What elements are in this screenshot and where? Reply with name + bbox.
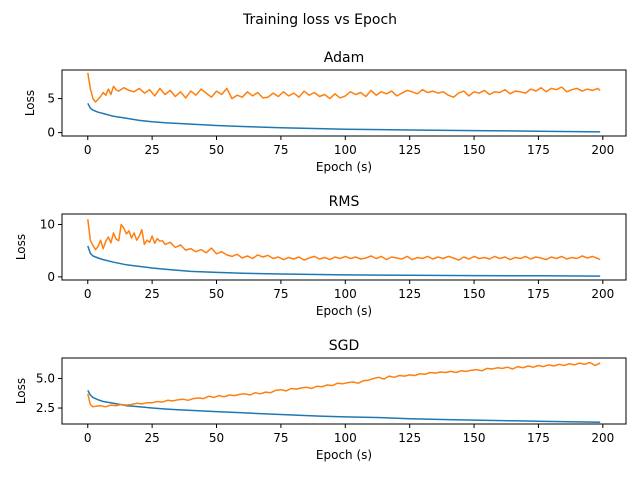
x-tick-label: 25 bbox=[144, 143, 159, 157]
series-line-orange bbox=[87, 72, 601, 103]
figure-title: Training loss vs Epoch bbox=[242, 12, 397, 28]
y-tick-label: 2.5 bbox=[36, 401, 55, 415]
x-tick-label: 200 bbox=[591, 431, 614, 445]
series-line-orange bbox=[87, 219, 601, 261]
x-tick-label: 0 bbox=[84, 143, 92, 157]
y-tick-label: 0 bbox=[47, 270, 55, 284]
x-tick-label: 150 bbox=[463, 143, 486, 157]
x-axis-label: Epoch (s) bbox=[316, 160, 372, 174]
subplot-title: RMS bbox=[329, 194, 360, 210]
x-axis-label: Epoch (s) bbox=[316, 448, 372, 462]
x-tick-label: 0 bbox=[84, 287, 92, 301]
x-tick-label: 75 bbox=[273, 287, 288, 301]
x-tick-label: 125 bbox=[398, 143, 421, 157]
y-tick-label: 0 bbox=[47, 126, 55, 140]
axes-frame bbox=[61, 357, 627, 425]
subplot-title: Adam bbox=[324, 50, 364, 66]
series-line-blue bbox=[87, 389, 601, 423]
x-tick-label: 175 bbox=[527, 431, 550, 445]
x-tick-label: 0 bbox=[84, 431, 92, 445]
axes-frame bbox=[61, 213, 627, 281]
y-tick-label: 5.0 bbox=[36, 371, 55, 385]
x-tick-label: 100 bbox=[334, 287, 357, 301]
series-line-blue bbox=[87, 245, 601, 277]
x-tick-label: 25 bbox=[144, 431, 159, 445]
x-tick-label: 75 bbox=[273, 143, 288, 157]
x-tick-label: 175 bbox=[527, 143, 550, 157]
x-tick-label: 75 bbox=[273, 431, 288, 445]
x-tick-label: 150 bbox=[463, 287, 486, 301]
subplot-title: SGD bbox=[329, 338, 360, 354]
x-tick-label: 25 bbox=[144, 287, 159, 301]
axes-frame bbox=[61, 69, 627, 137]
y-axis-label: Loss bbox=[23, 90, 37, 116]
x-tick-label: 100 bbox=[334, 431, 357, 445]
subplot-adam: Adam 0 25 50 75 100 125 150 175 200 0 5 Epoch (s) Los… bbox=[23, 50, 627, 174]
x-axis-label: Epoch (s) bbox=[316, 304, 372, 318]
x-tick-label: 150 bbox=[463, 431, 486, 445]
y-axis-label: Loss bbox=[14, 234, 28, 260]
x-tick-label: 200 bbox=[591, 143, 614, 157]
x-tick-label: 50 bbox=[209, 287, 224, 301]
x-tick-label: 50 bbox=[209, 143, 224, 157]
y-tick-label: 10 bbox=[40, 217, 55, 231]
x-tick-label: 125 bbox=[398, 287, 421, 301]
subplot-rms: RMS 0 25 50 75 100 125 150 175 200 0 10 Epoch (s) Los… bbox=[14, 194, 627, 318]
x-tick-label: 125 bbox=[398, 431, 421, 445]
series-line-blue bbox=[87, 102, 601, 133]
y-axis-label: Loss bbox=[14, 378, 28, 404]
subplot-sgd: SGD 0 25 50 75 100 125 150 175 200 2.5 5.0 Epoch (s)… bbox=[14, 338, 627, 462]
x-tick-label: 100 bbox=[334, 143, 357, 157]
x-tick-label: 50 bbox=[209, 431, 224, 445]
series-line-orange bbox=[87, 361, 601, 408]
x-tick-label: 200 bbox=[591, 287, 614, 301]
y-tick-label: 5 bbox=[47, 92, 55, 106]
x-tick-label: 175 bbox=[527, 287, 550, 301]
